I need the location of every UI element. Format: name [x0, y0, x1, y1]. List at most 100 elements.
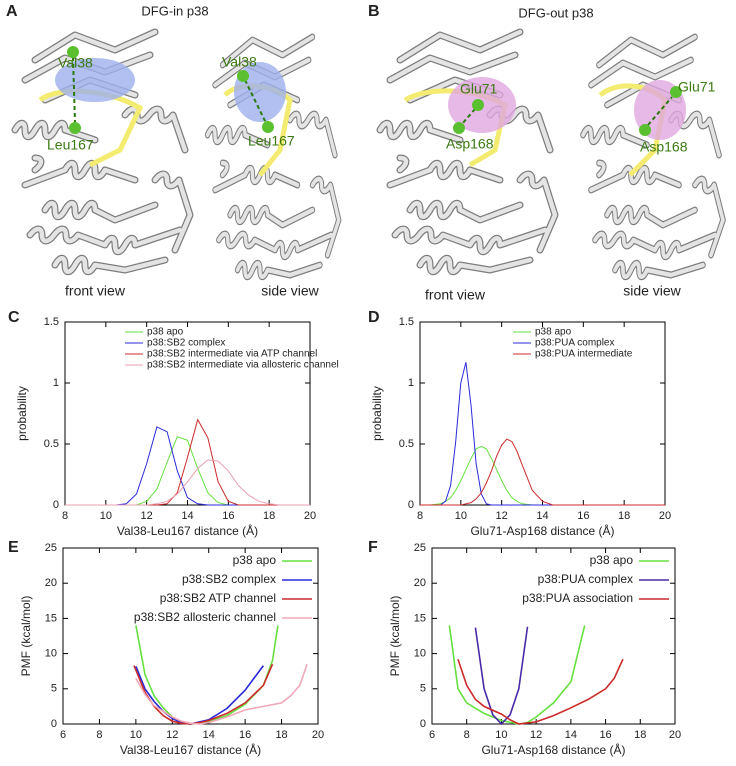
legend-label: p38:SB2 intermediate via allosteric chan…	[147, 360, 339, 371]
y-tick-label: 1	[53, 377, 59, 389]
x-tick-label: 16	[239, 729, 251, 741]
series-line	[420, 438, 665, 506]
x-tick-label: 12	[530, 729, 542, 741]
y-tick-label: 5	[420, 683, 426, 695]
y-tick-label: 15	[45, 612, 57, 624]
series-line	[474, 626, 529, 726]
residue-atom	[262, 121, 274, 133]
series-line	[420, 362, 665, 506]
x-tick-label: 14	[181, 510, 193, 522]
x-tick-label: 16	[222, 510, 234, 522]
y-tick-label: 15	[414, 612, 426, 624]
x-tick-label: 12	[496, 510, 508, 522]
view-caption: front view	[65, 283, 126, 299]
legend-label: p38:PUA association	[522, 591, 633, 605]
series-line	[135, 665, 265, 725]
series-line	[65, 436, 310, 506]
y-tick-label: 25	[45, 542, 57, 554]
panel-title: DFG-in p38	[141, 3, 208, 18]
x-axis-label: Glu71-Asp168 distance (Å)	[481, 742, 625, 757]
x-tick-label: 14	[536, 510, 548, 522]
legend-label: p38:PUA intermediate	[535, 349, 633, 360]
residue-label: Val38	[58, 55, 93, 71]
x-tick-label: 18	[275, 729, 287, 741]
distance-arrow	[461, 108, 476, 125]
x-tick-label: 8	[417, 510, 423, 522]
distance-arrow	[647, 96, 673, 126]
panel-letter: A	[6, 3, 18, 20]
x-tick-label: 10	[495, 729, 507, 741]
x-tick-label: 18	[618, 510, 630, 522]
y-tick-label: 5	[51, 683, 57, 695]
legend-label: p38 apo	[590, 553, 634, 567]
y-tick-label: 1.5	[44, 316, 59, 328]
x-tick-label: 10	[130, 729, 142, 741]
y-tick-label: 0	[408, 499, 414, 511]
x-tick-label: 6	[60, 729, 66, 741]
y-axis-label: probability	[15, 386, 29, 441]
distance-arrow	[244, 79, 267, 124]
residue-atom	[639, 124, 651, 136]
x-tick-label: 8	[62, 510, 68, 522]
x-tick-label: 20	[669, 729, 681, 741]
x-tick-label: 6	[429, 729, 435, 741]
y-tick-label: 0	[53, 499, 59, 511]
y-tick-label: 10	[45, 648, 57, 660]
panel-letter: E	[8, 539, 19, 556]
x-tick-label: 18	[263, 510, 275, 522]
x-tick-label: 14	[203, 729, 215, 741]
x-tick-label: 14	[565, 729, 577, 741]
residue-label: Asp168	[446, 136, 494, 152]
series-line	[135, 663, 308, 725]
x-tick-label: 10	[100, 510, 112, 522]
legend-label: p38 apo	[233, 553, 277, 567]
y-tick-label: 0	[420, 718, 426, 730]
view-caption: side view	[261, 283, 319, 299]
series-line	[420, 445, 665, 506]
legend-label: p38 apo	[535, 327, 572, 338]
y-tick-label: 20	[414, 577, 426, 589]
residue-atom	[670, 86, 682, 98]
x-axis-label: Val38-Leu167 distance (Å)	[117, 523, 258, 538]
residue-atom	[472, 99, 484, 111]
plot-frame	[431, 547, 676, 725]
residue-label: Asp168	[640, 139, 688, 155]
residue-atom	[67, 46, 79, 58]
x-axis-label: Val38-Leu167 distance (Å)	[120, 742, 261, 757]
view-caption: front view	[425, 287, 486, 303]
series-line	[65, 459, 310, 506]
x-tick-label: 12	[141, 510, 153, 522]
legend-label: p38 apo	[147, 327, 184, 338]
residue-atom	[453, 122, 465, 134]
y-tick-label: 10	[414, 648, 426, 660]
y-tick-label: 1.5	[399, 316, 414, 328]
view-caption: side view	[623, 283, 681, 299]
residue-label: Glu71	[460, 81, 498, 97]
legend-label: p38:SB2 complex	[182, 572, 276, 586]
y-axis-label: probability	[370, 386, 384, 441]
series-line	[448, 625, 586, 725]
panel-letter: C	[8, 309, 20, 326]
y-tick-label: 20	[45, 577, 57, 589]
y-tick-label: 0.5	[399, 438, 414, 450]
y-tick-label: 25	[414, 542, 426, 554]
residue-label: Leu167	[248, 133, 295, 149]
legend-label: p38:PUA complex	[538, 572, 633, 586]
protein-ribbon	[380, 32, 555, 272]
x-tick-label: 8	[464, 729, 470, 741]
y-axis-label: PMF (kcal/mol)	[388, 596, 402, 677]
y-axis-label: PMF (kcal/mol)	[19, 596, 33, 677]
x-axis-label: Glu71-Asp168 distance (Å)	[470, 523, 614, 538]
residue-label: Leu167	[47, 137, 94, 153]
legend-label: p38:SB2 complex	[147, 338, 225, 349]
series-line	[65, 426, 310, 506]
x-tick-label: 18	[634, 729, 646, 741]
panel-letter: B	[368, 3, 380, 20]
panel-title: DFG-out p38	[518, 5, 593, 20]
residue-atom	[237, 70, 249, 82]
series-line	[65, 418, 310, 506]
protein-ribbon	[583, 37, 723, 277]
panel-letter: D	[368, 309, 380, 326]
panel-letter: F	[368, 539, 378, 556]
